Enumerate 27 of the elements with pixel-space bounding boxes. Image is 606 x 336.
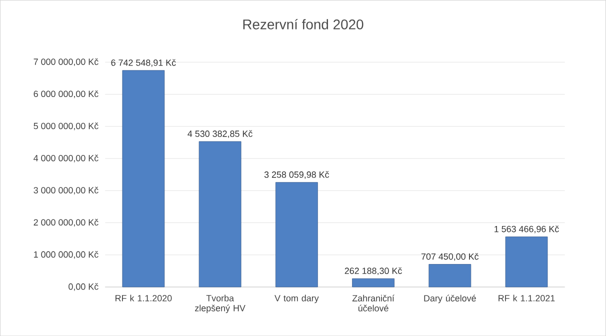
x-tick-label: RF k 1.1.2020 bbox=[116, 294, 172, 302]
x-tick-label: Dary účelové bbox=[424, 294, 476, 304]
y-tick-label: 0,00 Kč bbox=[68, 283, 98, 291]
bar bbox=[428, 264, 472, 288]
data-label: 707 450,00 Kč bbox=[421, 253, 479, 261]
bar bbox=[198, 141, 242, 288]
y-tick-label: 3 000 000,00 Kč bbox=[34, 186, 98, 194]
bar bbox=[275, 182, 318, 288]
x-tick-label: Tvorba zlepšený HV bbox=[195, 294, 246, 313]
bar bbox=[505, 236, 548, 288]
y-tick-label: 2 000 000,00 Kč bbox=[34, 218, 98, 227]
y-tick-label: 1 000 000,00 Kč bbox=[34, 250, 98, 259]
bar bbox=[122, 70, 165, 288]
y-tick-label: 7 000 000,00 Kč bbox=[34, 58, 98, 66]
data-label: 4 530 382,85 Kč bbox=[188, 130, 252, 138]
data-label: 3 258 059,98 Kč bbox=[264, 171, 330, 179]
data-label: 6 742 548,91 Kč bbox=[111, 59, 176, 67]
x-tick-label: Zahraniční účelové bbox=[352, 294, 394, 312]
data-label: 262 188,30 Kč bbox=[344, 267, 402, 275]
x-tick-label: V tom dary bbox=[274, 294, 319, 304]
x-tick-label: RF k 1.1.2021 bbox=[498, 294, 555, 302]
data-label: 1 563 466,96 Kč bbox=[494, 226, 559, 234]
y-tick-label: 5 000 000,00 Kč bbox=[34, 122, 98, 130]
y-tick-label: 4 000 000,00 Kč bbox=[34, 154, 98, 162]
chart-title: Rezervní fond 2020 bbox=[243, 18, 364, 30]
y-tick-label: 6 000 000,00 Kč bbox=[34, 90, 98, 98]
bar bbox=[352, 278, 394, 288]
